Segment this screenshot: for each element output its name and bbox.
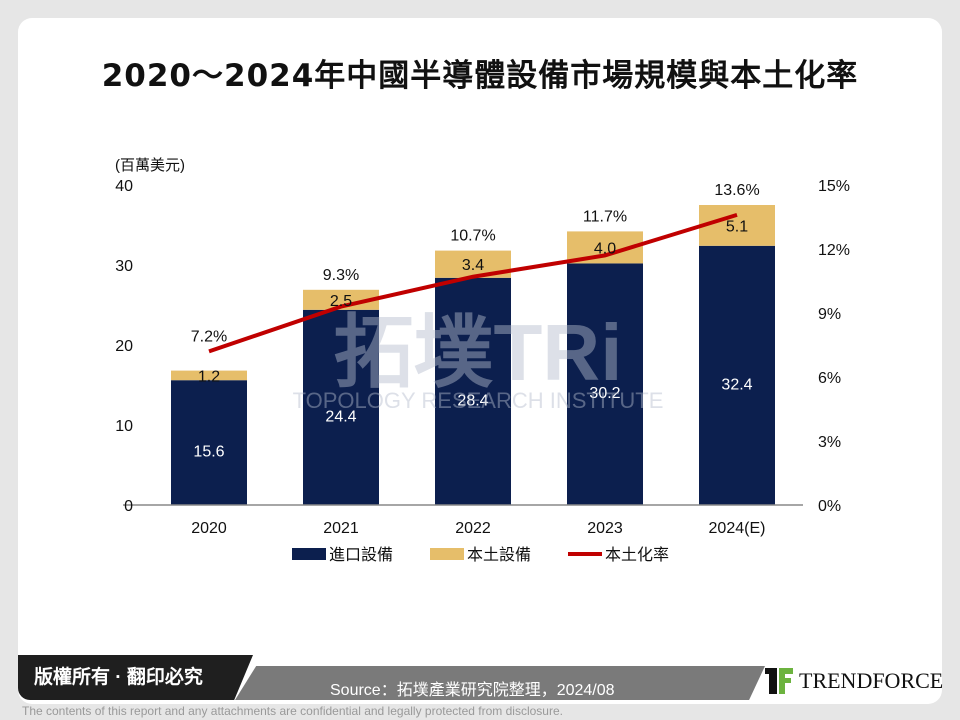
trendforce-logo-text: TRENDFORCE	[799, 668, 944, 693]
bar-import-2024(E)	[699, 245, 775, 506]
y2-tick-6%: 6%	[818, 370, 841, 387]
x-tick-2023: 2023	[587, 520, 623, 537]
legend-label-1: 本土設備	[467, 546, 531, 564]
label-import-2022: 28.4	[457, 392, 488, 409]
x-tick-2021: 2021	[323, 520, 359, 537]
y-axis-unit: (百萬美元)	[115, 157, 185, 174]
label-local-2024(E): 5.1	[726, 218, 748, 235]
source-banner	[235, 666, 765, 700]
x-tick-2022: 2022	[455, 520, 491, 537]
bar-local-2024(E)	[699, 205, 775, 246]
watermark-subtext: TOPOLOGY RESEARCH INSTITUTE	[293, 388, 664, 413]
watermark-logo: 拓墣TRi	[334, 308, 623, 397]
label-import-2023: 30.2	[589, 385, 620, 402]
y2-tick-15%: 15%	[818, 178, 850, 195]
label-rate-2023: 11.7%	[583, 208, 627, 225]
disclaimer: The contents of this report and any atta…	[22, 704, 563, 718]
legend-swatch-1	[430, 548, 464, 560]
watermark: 拓墣TRi TOPOLOGY RESEARCH INSTITUTE	[293, 308, 664, 413]
label-import-2020: 15.6	[193, 444, 224, 461]
label-local-2020: 1.2	[198, 368, 220, 385]
bar-local-2020	[171, 370, 247, 381]
trendforce-logo-icon	[765, 668, 793, 694]
label-rate-2020: 7.2%	[191, 328, 227, 345]
legend-label-0: 進口設備	[329, 546, 393, 564]
x-tick-2020: 2020	[191, 520, 227, 537]
label-local-2023: 4.0	[594, 240, 616, 257]
copyright-banner: 版權所有 · 翻印必究	[18, 655, 253, 700]
y-tick-20: 20	[115, 338, 133, 355]
label-import-2021: 24.4	[325, 408, 356, 425]
line-localization-rate	[208, 212, 738, 354]
bar-import-2022	[435, 277, 511, 505]
legend-label-2: 本土化率	[605, 546, 669, 564]
y-tick-40: 40	[115, 178, 133, 195]
y2-tick-9%: 9%	[818, 306, 841, 323]
bar-import-2023	[567, 263, 643, 505]
y2-tick-0%: 0%	[818, 498, 841, 515]
label-rate-2024(E): 13.6%	[714, 182, 759, 199]
chart: 15.6 1.2 7.2% 24.4 2.5 9.3% 28.4 3.4 10.7% 30.2 4.…	[115, 157, 850, 564]
y2-tick-12%: 12%	[818, 242, 850, 259]
source-text: Source：拓墣產業研究院整理，2024/08	[330, 682, 615, 699]
chart-title: 2020～2024年中國半導體設備市場規模與本土化率	[101, 58, 859, 94]
y-tick-0: 0	[124, 498, 133, 515]
x-tick-2024(E): 2024(E)	[709, 520, 766, 537]
trendforce-logo: TRENDFORCE	[765, 668, 943, 694]
y2-tick-3%: 3%	[818, 434, 841, 451]
label-rate-2021: 9.3%	[323, 267, 359, 284]
bar-import-2021	[303, 309, 379, 505]
legend-swatch-0	[292, 548, 326, 560]
label-local-2021: 2.5	[330, 293, 352, 310]
y-tick-30: 30	[115, 258, 133, 275]
label-rate-2022: 10.7%	[450, 228, 495, 245]
label-import-2024(E): 32.4	[721, 376, 752, 393]
bar-local-2021	[303, 289, 379, 310]
bar-import-2020	[171, 380, 247, 505]
label-local-2022: 3.4	[462, 257, 484, 274]
y-tick-10: 10	[115, 418, 133, 435]
